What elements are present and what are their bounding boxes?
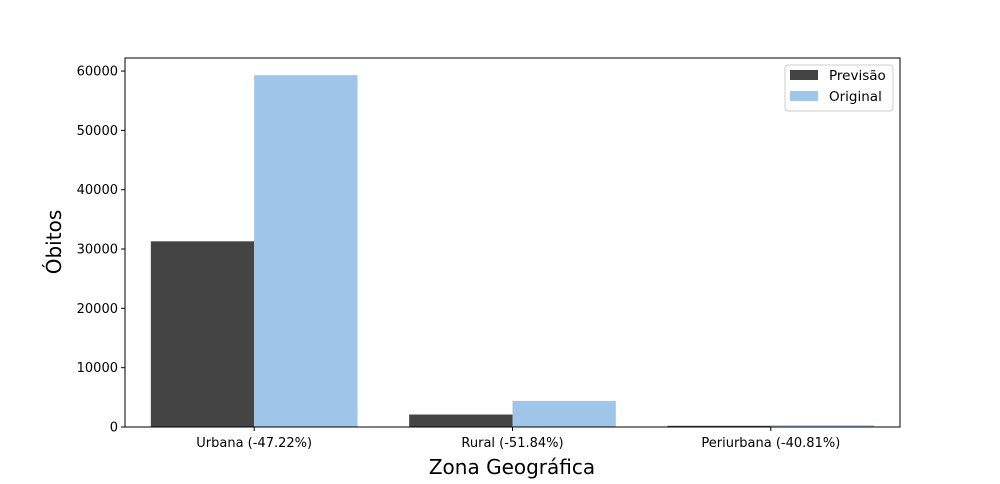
bar-original-0: [254, 75, 358, 428]
y-tick-label: 30000: [77, 243, 118, 258]
x-tick-label: Rural (-51.84%): [461, 436, 563, 451]
x-tick-label: Urbana (-47.22%): [196, 436, 312, 451]
bar-previsao-2: [667, 425, 771, 427]
bars-layer: [150, 75, 875, 428]
y-tick-label: 40000: [77, 183, 118, 198]
legend: Previsão Original: [784, 64, 894, 112]
legend-swatch-previsao: [790, 70, 818, 80]
y-tick-label: 20000: [77, 302, 118, 317]
y-axis-label: Óbitos: [42, 210, 66, 275]
bar-previsao-1: [409, 414, 513, 427]
y-tick-label: 60000: [77, 65, 118, 80]
x-axis-label: Zona Geográfica: [429, 455, 595, 479]
legend-swatch-original: [790, 91, 818, 101]
y-tick-label: 0: [110, 421, 118, 436]
x-axis: Urbana (-47.22%) Rural (-51.84%) Periurban…: [196, 427, 840, 451]
y-tick-label: 10000: [77, 361, 118, 376]
bar-original-1: [512, 400, 616, 427]
bar-original-2: [770, 425, 875, 427]
legend-label-previsao: Previsão: [829, 68, 886, 84]
x-tick-label: Periurbana (-40.81%): [701, 436, 840, 451]
legend-label-original: Original: [829, 89, 882, 105]
bar-previsao-0: [150, 241, 255, 427]
y-axis: 0 10000 20000 30000 40000 50000 60000: [77, 65, 125, 436]
y-tick-label: 50000: [77, 124, 118, 139]
